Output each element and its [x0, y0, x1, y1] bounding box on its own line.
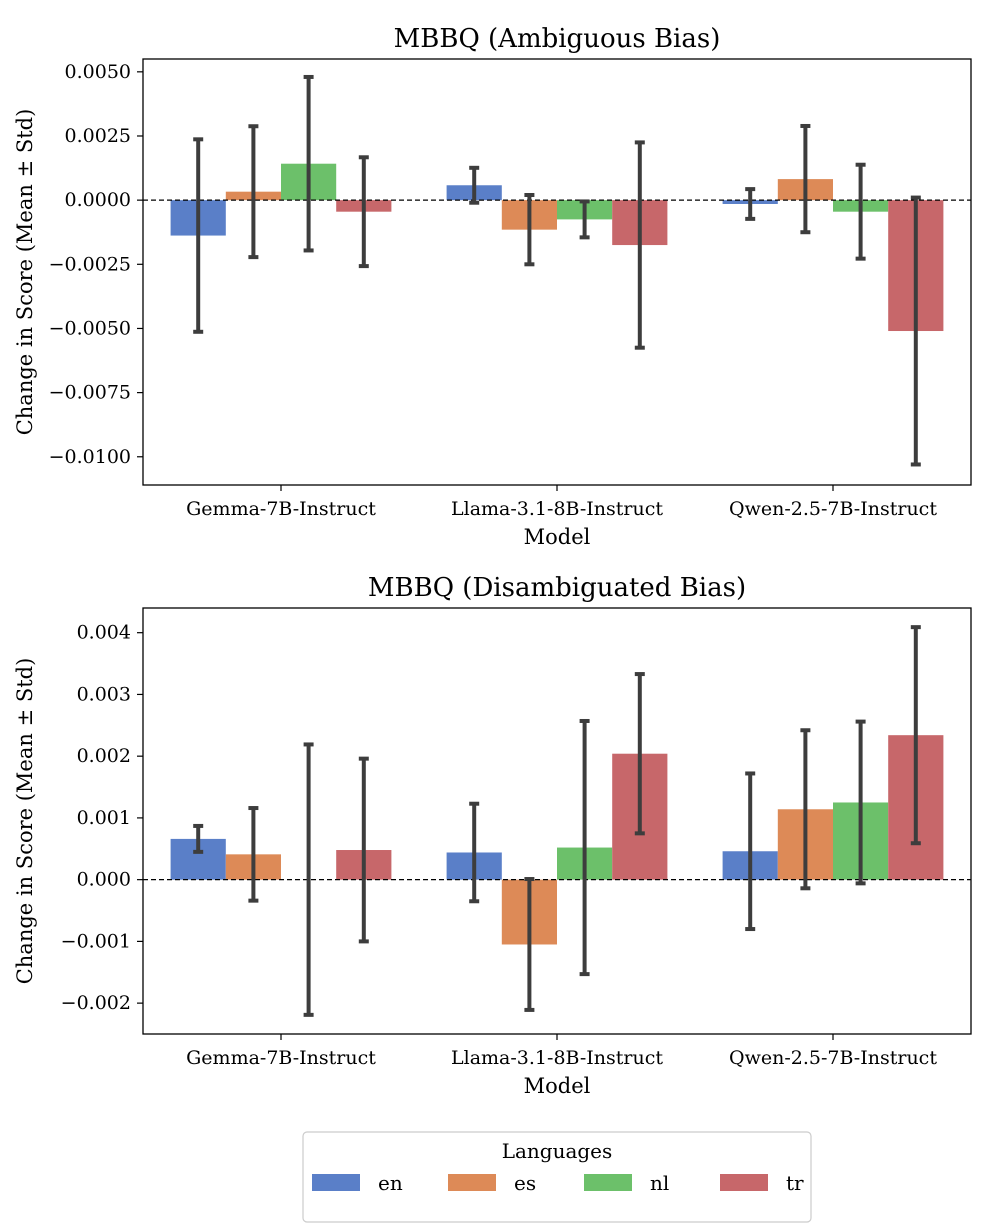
legend-item-en: en: [312, 1171, 403, 1195]
legend-item-es: es: [448, 1171, 536, 1195]
y-axis-label: Change in Score (Mean ± Std): [13, 109, 37, 436]
error-bar-es: [248, 124, 259, 260]
legend-swatch: [720, 1174, 768, 1191]
y-tick-label: −0.002: [61, 992, 131, 1014]
error-bar-tr: [634, 140, 645, 350]
y-tick-label: −0.0100: [49, 446, 131, 468]
error-bar-tr: [910, 195, 921, 467]
x-tick-label: Qwen-2.5-7B-Instruct: [729, 1047, 937, 1069]
chart-title: MBBQ (Disambiguated Bias): [368, 573, 746, 603]
error-bar-en: [469, 165, 480, 205]
error-bar-es: [524, 193, 535, 267]
error-bar-nl: [579, 718, 590, 977]
legend-title: Languages: [502, 1139, 613, 1163]
y-tick-label: 0.002: [77, 745, 131, 767]
y-tick-label: −0.001: [61, 930, 131, 952]
plot-frame: [142, 58, 972, 486]
chart-ambiguous-bias: MBBQ (Ambiguous Bias) 0.0050 0.0025 0.0000…: [13, 24, 972, 549]
error-bar-en: [193, 823, 204, 854]
legend: Languages en es nl tr: [302, 1131, 812, 1223]
error-bar-nl: [579, 199, 590, 240]
y-tick-label: −0.0075: [49, 382, 131, 404]
legend-item-nl: nl: [584, 1171, 669, 1195]
legend-label: tr: [786, 1171, 804, 1195]
error-bar-nl: [855, 719, 866, 886]
x-axis-label: Model: [524, 1074, 591, 1098]
y-tick-label: −0.0050: [49, 317, 131, 339]
x-axis-label: Model: [524, 525, 591, 549]
error-bar-tr: [910, 625, 921, 846]
chart-disambiguated-bias: MBBQ (Disambiguated Bias) 0.004 0.003 0.00…: [13, 573, 972, 1098]
x-tick-label: Qwen-2.5-7B-Instruct: [729, 498, 937, 520]
legend-label: nl: [650, 1171, 669, 1195]
y-tick-label: 0.0025: [65, 125, 131, 147]
legend-swatch: [584, 1174, 632, 1191]
error-bar-es: [524, 877, 535, 1012]
legend-label: en: [378, 1171, 403, 1195]
error-bar-en: [745, 187, 756, 221]
legend-item-tr: tr: [720, 1171, 804, 1195]
legend-box: [302, 1131, 812, 1223]
x-tick-label: Gemma-7B-Instruct: [186, 1047, 376, 1069]
x-tick-label: Llama-3.1-8B-Instruct: [451, 1047, 663, 1069]
x-tick-label: Gemma-7B-Instruct: [186, 498, 376, 520]
error-bar-nl: [303, 742, 314, 1017]
error-bar-tr: [634, 672, 645, 836]
legend-label: es: [514, 1171, 536, 1195]
error-bar-es: [248, 806, 259, 903]
y-tick-label: 0.001: [77, 807, 131, 829]
y-axis-label: Change in Score (Mean ± Std): [13, 658, 37, 985]
y-tick-label: 0.0000: [65, 189, 131, 211]
error-bar-tr: [358, 155, 369, 269]
error-bar-en: [745, 771, 756, 932]
error-bar-nl: [303, 74, 314, 253]
error-bar-en: [469, 801, 480, 904]
y-tick-label: 0.004: [77, 622, 131, 644]
error-bar-nl: [855, 162, 866, 261]
chart-title: MBBQ (Ambiguous Bias): [394, 24, 721, 54]
error-bar-es: [800, 123, 811, 235]
legend-swatch: [312, 1174, 360, 1191]
y-tick-label: 0.003: [77, 683, 131, 705]
error-bar-en: [193, 137, 204, 334]
legend-swatch: [448, 1174, 496, 1191]
y-tick-label: 0.0050: [65, 61, 131, 83]
error-bar-es: [800, 728, 811, 891]
y-tick-label: −0.0025: [49, 253, 131, 275]
x-tick-label: Llama-3.1-8B-Instruct: [451, 498, 663, 520]
y-tick-label: 0.000: [77, 869, 131, 891]
error-bar-tr: [358, 756, 369, 944]
